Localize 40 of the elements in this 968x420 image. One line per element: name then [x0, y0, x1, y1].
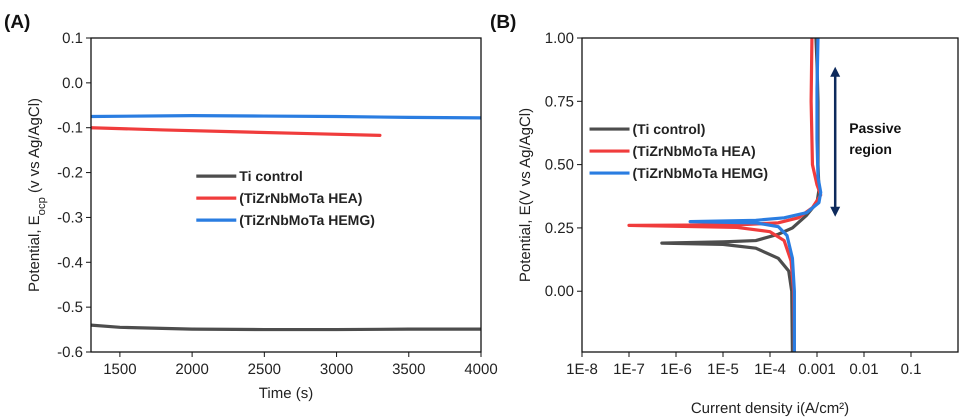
x-tick-label: 4000	[464, 361, 498, 378]
y-tick-label: -0.2	[57, 164, 83, 182]
x-tick-label: 0.01	[849, 361, 879, 378]
annotation: Passive region	[849, 120, 902, 157]
x-tick-label: 0.001	[798, 361, 836, 378]
x-tick-label: 1E-7	[613, 361, 645, 378]
y-tick-label: -0.3	[57, 209, 83, 226]
x-tick-label: 0.1	[900, 361, 922, 378]
chart-title: (A)	[4, 12, 30, 33]
x-tick-label: 1E-5	[707, 361, 739, 378]
y-tick-label: 0.50	[544, 156, 574, 174]
y-tick-label: 1.00	[544, 30, 574, 47]
x-tick-label: 3000	[320, 361, 354, 378]
line-series	[91, 126, 382, 137]
x-tick-label: 2500	[248, 361, 282, 378]
y-tick-label: 0.00	[544, 283, 574, 300]
y-tick-label: -0.6	[57, 344, 83, 361]
x-tick-label: 1500	[103, 361, 137, 378]
y-tick-label: 0.1	[62, 30, 83, 47]
y-tick-label: -0.1	[57, 120, 83, 137]
legend-label: (TiZrNbMoTa HEA)	[632, 143, 756, 160]
y-tick-label: -0.5	[57, 299, 83, 316]
x-axis-title: Time (s)	[258, 385, 314, 402]
legend-label: (TiZrNbMoTa HEMG)	[239, 212, 375, 228]
legend-label: (TiZrNbMoTa HEA)	[239, 190, 362, 206]
y-tick-label: -0.4	[57, 254, 83, 272]
legend-label: (Ti control)	[632, 121, 706, 138]
y-tick-label: 0.25	[544, 220, 574, 237]
y-tick-label: 0.75	[544, 93, 574, 110]
x-tick-label: 3500	[392, 361, 426, 378]
y-tick-label: 0.0	[62, 74, 83, 92]
legend-label: (TiZrNbMoTa HEMG)	[632, 165, 768, 182]
x-tick-label: 1E-6	[660, 361, 692, 378]
x-axis-title: Current density i(A/cm²)	[690, 400, 850, 417]
x-tick-label: 1E-8	[566, 361, 598, 378]
x-tick-label: 2000	[175, 361, 209, 378]
x-tick-label: 1E-4	[754, 361, 786, 378]
chart-title: (B)	[490, 12, 516, 33]
legend-label: Ti control	[239, 168, 303, 184]
y-axis-title: Potential, E(V vs Ag/AgCl)	[517, 108, 534, 282]
